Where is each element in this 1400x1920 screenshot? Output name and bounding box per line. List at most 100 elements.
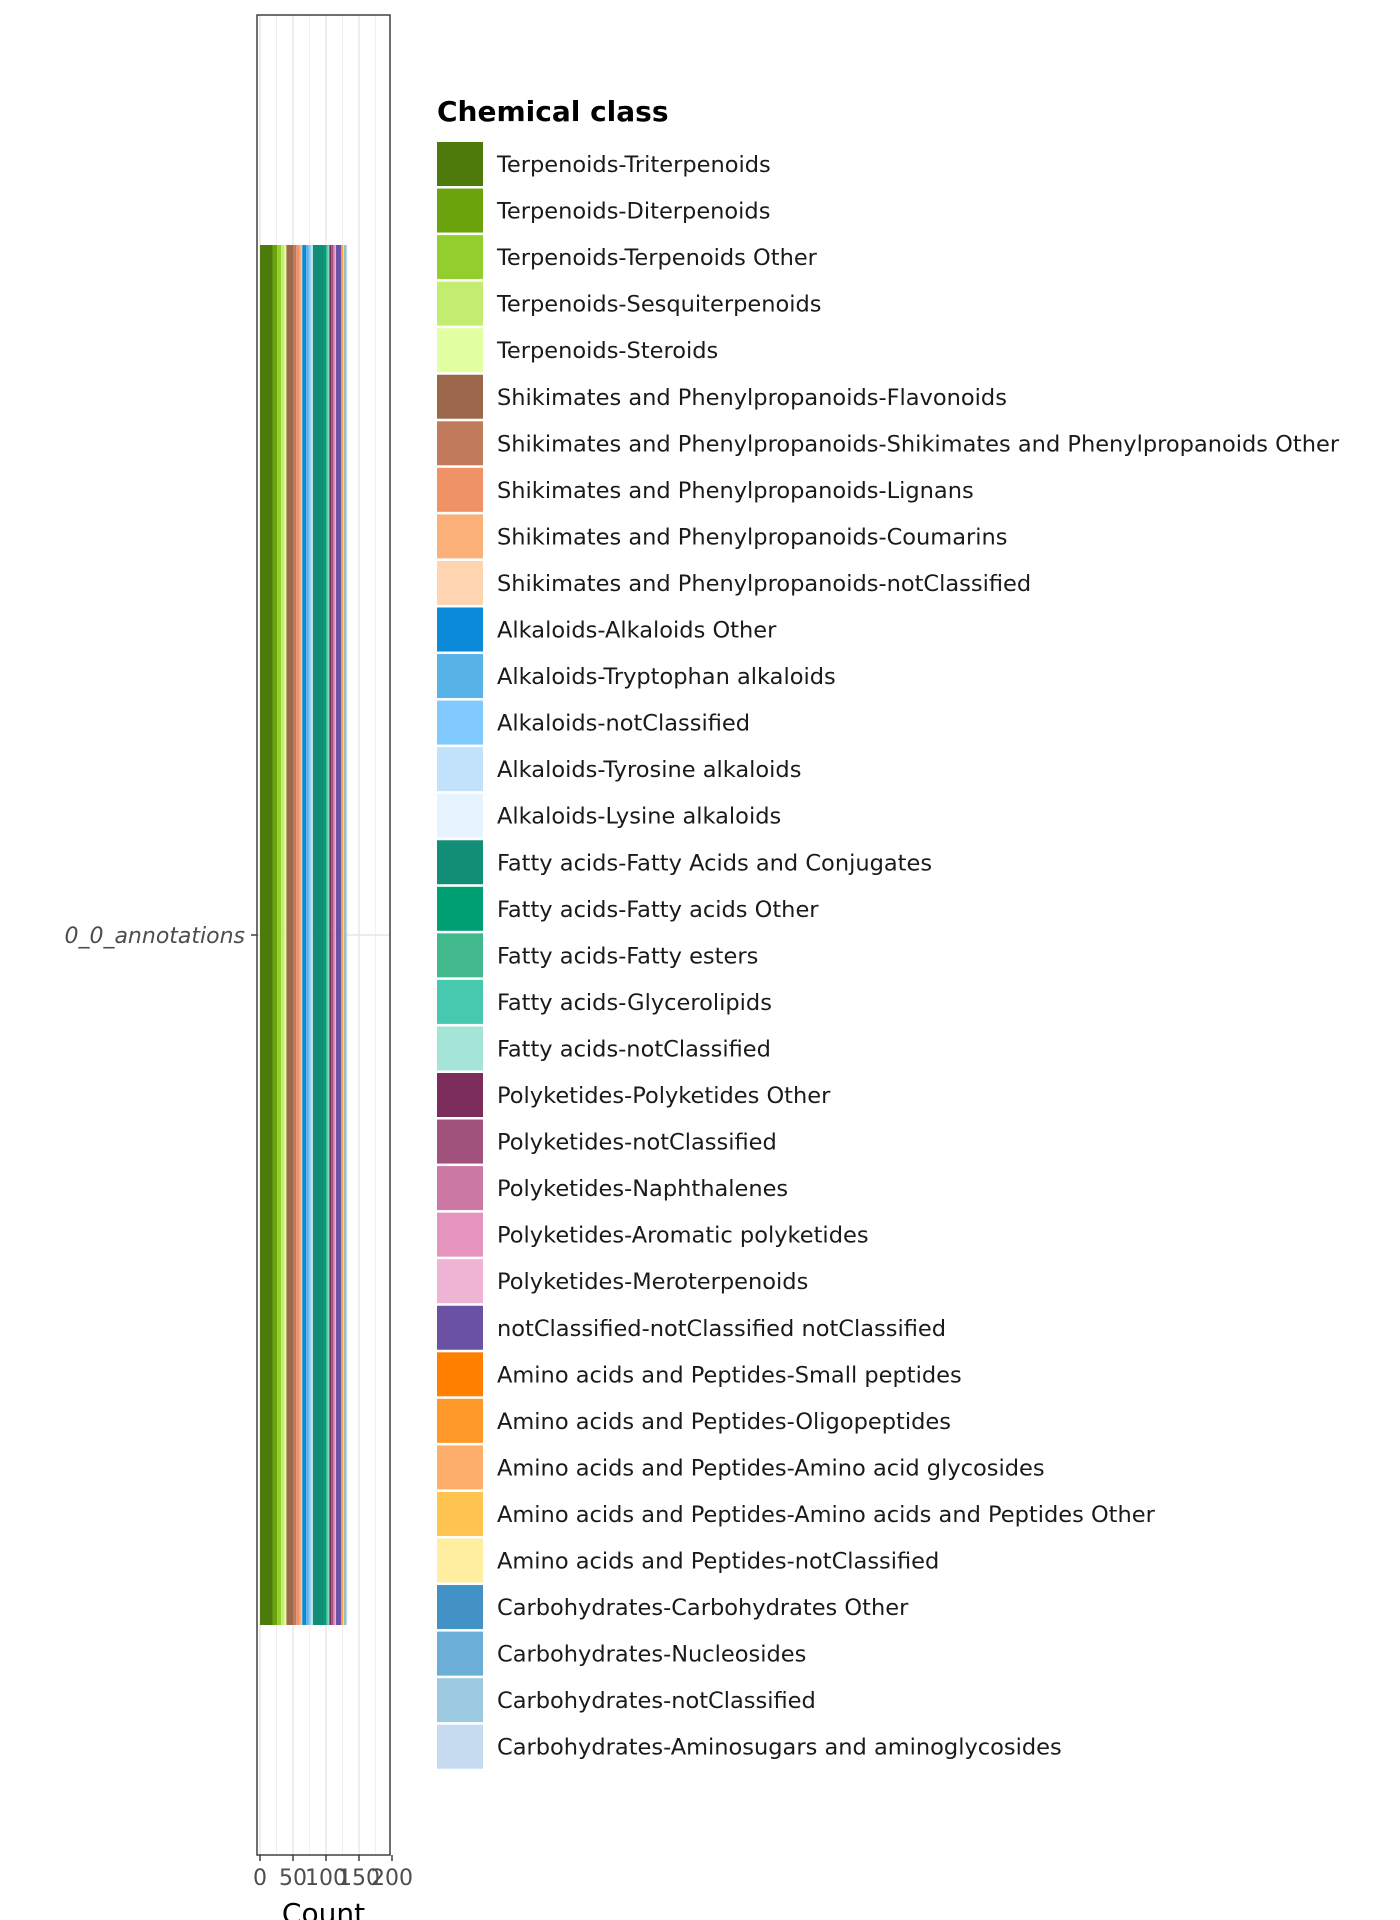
legend-label: Shikimates and Phenylpropanoids-notClass… [497,571,1031,597]
x-tick-label: 150 [338,1866,380,1891]
x-tick-label: 0 [253,1866,267,1891]
legend-label: Amino acids and Peptides-Amino acid glyc… [497,1455,1045,1481]
legend-key [437,840,483,885]
legend-key [437,700,483,745]
legend-label: Polyketides-Naphthalenes [497,1176,788,1202]
bar-segment [343,245,345,1625]
legend-label: Terpenoids-Triterpenoids [496,152,771,178]
legend-label: Alkaloids-Tryptophan alkaloids [497,664,836,690]
legend-label: Polyketides-Polyketides Other [497,1083,831,1109]
legend-key [437,281,483,326]
legend-key [437,1073,483,1117]
bar-segment [310,245,313,1625]
legend: Chemical class Terpenoids-Triterpenoids T… [437,95,1340,1769]
legend-key [437,1026,483,1071]
bar-segment [327,245,329,1625]
legend-key [437,235,483,280]
legend-key [437,886,483,931]
legend-key [437,1724,483,1769]
legend-label: Carbohydrates-notClassified [497,1688,816,1714]
legend-label: Polyketides-notClassified [497,1130,777,1156]
bar-segment [308,245,311,1625]
legend-label: Terpenoids-Diterpenoids [496,199,770,225]
legend-label: Fatty acids-Fatty Acids and Conjugates [497,850,932,876]
legend-key [437,467,483,512]
bar-segment [343,245,344,1625]
legend-key [437,421,483,466]
legend-label: Polyketides-Aromatic polyketides [497,1223,869,1249]
legend-key [437,142,483,186]
plot-area [256,14,391,1856]
legend-label: Fatty acids-Fatty esters [497,943,758,969]
x-tick-label: 100 [305,1866,347,1891]
legend-key [437,374,483,419]
bar-segment [342,245,344,1625]
legend-key [437,1305,483,1350]
bar-segment [312,245,313,1625]
bar-segment [286,245,293,1625]
legend-label: Shikimates and Phenylpropanoids-Lignans [497,478,974,504]
bar-segment [260,245,273,1625]
bar-segment [299,245,302,1625]
bar-segment [312,245,325,1625]
legend-label: Shikimates and Phenylpropanoids-Coumarin… [497,524,1008,550]
legend-key [437,654,483,699]
bar-segment [281,245,285,1625]
legend-label: Terpenoids-Terpenoids Other [496,245,818,271]
bar-segment [324,245,326,1625]
bar-segment [326,245,328,1625]
bar-segment [334,245,336,1625]
legend-label: Alkaloids-Lysine alkaloids [497,804,781,830]
bar-segment [335,245,342,1625]
bar-segment [277,245,282,1625]
legend-key [437,1119,483,1164]
x-tick-label: 200 [371,1866,413,1891]
bar-segment [346,245,348,1625]
legend-label: Amino acids and Peptides-Small peptides [497,1362,962,1388]
bar-segment [293,245,297,1625]
legend-label: Fatty acids-notClassified [497,1036,771,1062]
bar-segment [329,245,332,1625]
legend-label: Polyketides-Meroterpenoids [497,1269,808,1295]
legend-key [437,1445,483,1490]
legend-label: Carbohydrates-Nucleosides [497,1642,806,1668]
bar-segment [284,245,287,1625]
bar-segment [345,245,347,1625]
x-axis-title: Count [282,1897,365,1920]
legend-key [437,1585,483,1630]
legend-key [437,560,483,605]
legend-key [437,1631,483,1676]
legend-label: Shikimates and Phenylpropanoids-Flavonoi… [497,385,1007,411]
bar-segment [341,245,342,1625]
x-tick-label: 50 [279,1866,307,1891]
bar-segment [331,245,334,1625]
legend-label: Terpenoids-Sesquiterpenoids [496,292,822,318]
legend-key [437,1398,483,1443]
bar-segment [335,245,336,1625]
bar-segment [344,245,346,1625]
legend-key [437,1259,483,1304]
legend-key [437,514,483,559]
bar-segment [296,245,300,1625]
legend-title: Chemical class [437,95,669,128]
bar-segment [306,245,309,1625]
bar-segment [272,245,278,1625]
bar-segment [345,245,346,1625]
legend-label: Alkaloids-Tyrosine alkaloids [497,757,801,783]
bar-segment [302,245,307,1625]
legend-key [437,979,483,1024]
legend-label: notClassified-notClassified notClassifie… [497,1316,946,1342]
legend-key [437,1352,483,1397]
legend-key [437,1491,483,1536]
bar-segment [328,245,330,1625]
bar-segment [301,245,303,1625]
legend-key [437,188,483,233]
legend-key [437,747,483,792]
legend-label: Amino acids and Peptides-Amino acids and… [497,1502,1156,1528]
legend-label: Terpenoids-Steroids [496,338,718,364]
legend-key [437,1212,483,1257]
legend-label: Fatty acids-Fatty acids Other [497,897,819,923]
legend-label: Amino acids and Peptides-notClassified [497,1549,939,1575]
